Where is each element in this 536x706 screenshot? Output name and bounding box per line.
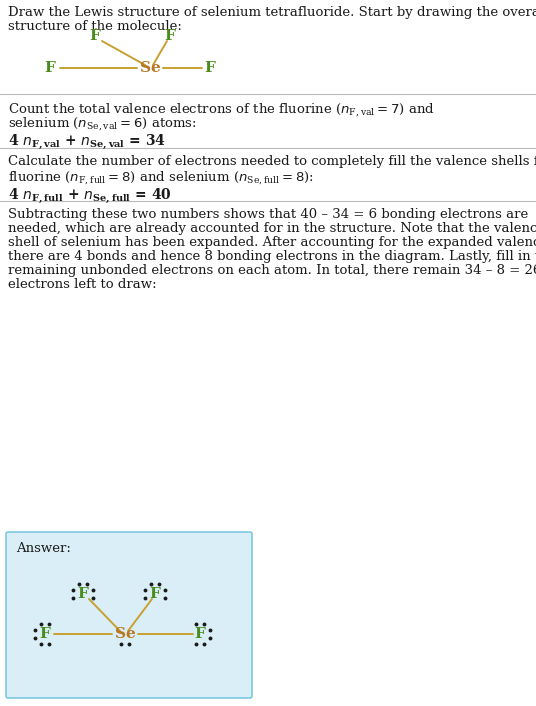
Text: F: F — [90, 29, 100, 43]
Text: needed, which are already accounted for in the structure. Note that the valence: needed, which are already accounted for … — [8, 222, 536, 235]
FancyBboxPatch shape — [6, 532, 252, 698]
Text: electrons left to draw:: electrons left to draw: — [8, 278, 157, 291]
Text: F: F — [40, 627, 50, 641]
Text: F: F — [44, 61, 55, 75]
Text: F: F — [205, 61, 215, 75]
Text: Se: Se — [139, 61, 160, 75]
Text: remaining unbonded electrons on each atom. In total, there remain 34 – 8 = 26: remaining unbonded electrons on each ato… — [8, 264, 536, 277]
Text: F: F — [195, 627, 205, 641]
Text: 4 $n_{\mathregular{F,full}}$ + $n_{\mathregular{Se,full}}$ = 40: 4 $n_{\mathregular{F,full}}$ + $n_{\math… — [8, 187, 172, 206]
Text: shell of selenium has been expanded. After accounting for the expanded valence,: shell of selenium has been expanded. Aft… — [8, 236, 536, 249]
Text: F: F — [150, 587, 160, 601]
Text: fluorine ($n_{\mathregular{F,full}}=8$) and selenium ($n_{\mathregular{Se,full}}: fluorine ($n_{\mathregular{F,full}}=8$) … — [8, 169, 314, 186]
Text: F: F — [78, 587, 88, 601]
Text: Se: Se — [115, 627, 136, 641]
Text: selenium ($n_{\mathregular{Se,val}}=6$) atoms:: selenium ($n_{\mathregular{Se,val}}=6$) … — [8, 115, 197, 131]
Text: Answer:: Answer: — [16, 542, 71, 555]
Text: Draw the Lewis structure of selenium tetrafluoride. Start by drawing the overall: Draw the Lewis structure of selenium tet… — [8, 6, 536, 19]
Text: F: F — [165, 29, 175, 43]
Text: there are 4 bonds and hence 8 bonding electrons in the diagram. Lastly, fill in : there are 4 bonds and hence 8 bonding el… — [8, 250, 536, 263]
Text: Count the total valence electrons of the fluorine ($n_{\mathregular{F,val}}=7$) : Count the total valence electrons of the… — [8, 101, 435, 118]
Text: Calculate the number of electrons needed to completely fill the valence shells f: Calculate the number of electrons needed… — [8, 155, 536, 168]
Text: Subtracting these two numbers shows that 40 – 34 = 6 bonding electrons are: Subtracting these two numbers shows that… — [8, 208, 528, 221]
Text: 4 $n_{\mathregular{F,val}}$ + $n_{\mathregular{Se,val}}$ = 34: 4 $n_{\mathregular{F,val}}$ + $n_{\mathr… — [8, 133, 166, 152]
Text: structure of the molecule:: structure of the molecule: — [8, 20, 182, 33]
